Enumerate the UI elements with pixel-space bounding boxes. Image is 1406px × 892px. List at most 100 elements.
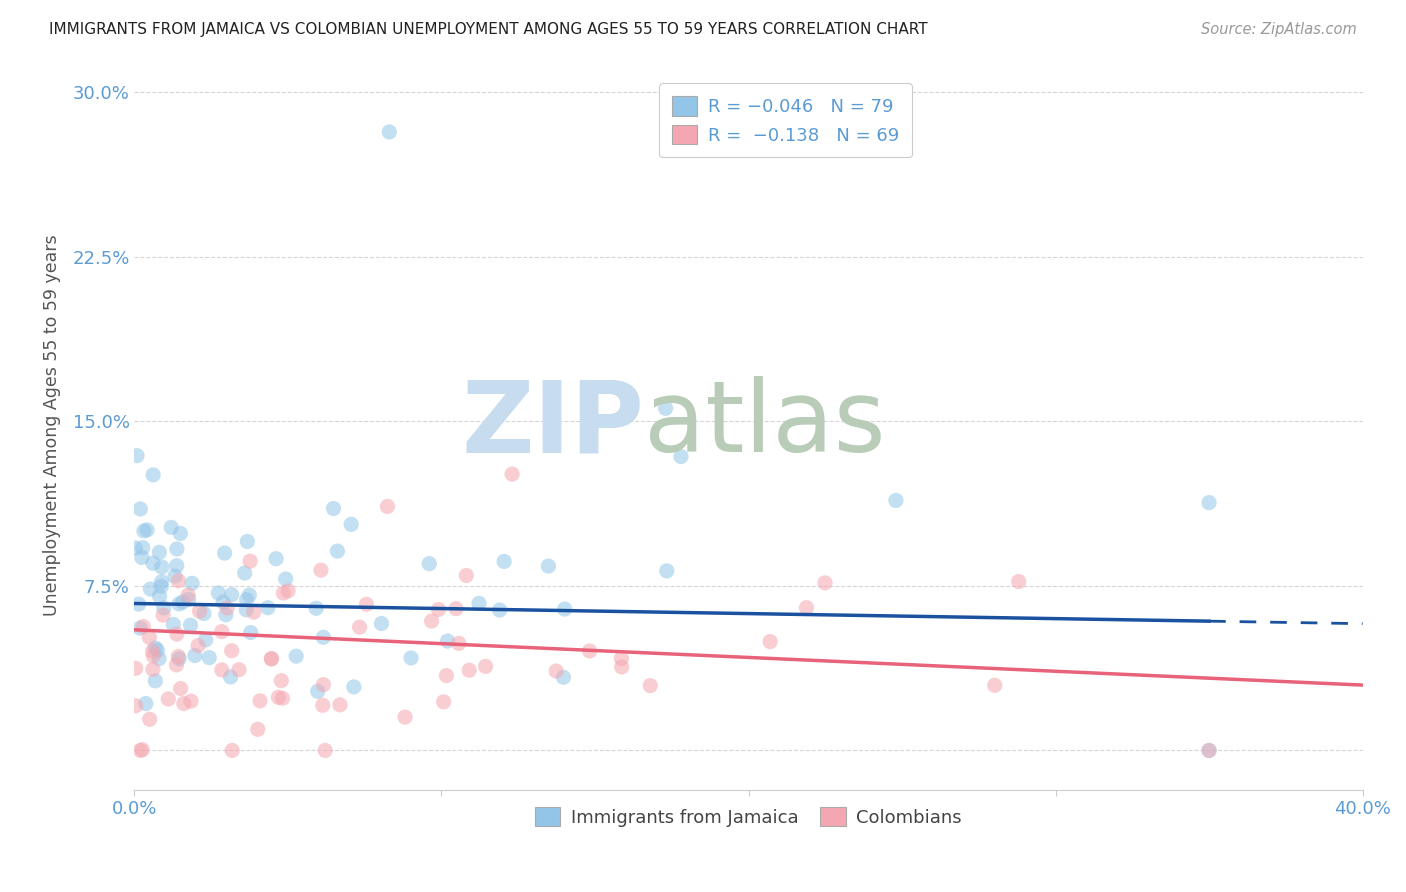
Point: [494, 554, 516, 568]
Point: [235, 592, 257, 607]
Point: [329, 698, 352, 712]
Point: [447, 636, 470, 650]
Point: [142, 644, 165, 658]
Point: [132, 619, 155, 633]
Point: [128, 597, 150, 611]
Point: [132, 541, 155, 555]
Y-axis label: Unemployment Among Ages 55 to 59 years: Unemployment Among Ages 55 to 59 years: [44, 234, 60, 615]
Point: [211, 663, 233, 677]
Point: [212, 595, 235, 609]
Point: [285, 649, 308, 664]
Point: [488, 603, 510, 617]
Point: [184, 648, 207, 663]
Point: [146, 643, 169, 657]
Point: [169, 526, 191, 541]
Point: [142, 467, 165, 482]
Point: [260, 652, 283, 666]
Point: [157, 692, 180, 706]
Point: [142, 648, 165, 663]
Point: [181, 576, 204, 591]
Point: [655, 564, 678, 578]
Point: [162, 617, 184, 632]
Point: [267, 690, 290, 705]
Point: [238, 588, 260, 602]
Point: [1008, 574, 1031, 589]
Point: [152, 600, 174, 615]
Point: [167, 574, 190, 588]
Point: [135, 697, 157, 711]
Point: [136, 523, 159, 537]
Point: [305, 601, 328, 615]
Point: [796, 600, 818, 615]
Point: [274, 572, 297, 586]
Point: [420, 614, 443, 628]
Point: [260, 651, 283, 665]
Point: [654, 401, 676, 416]
Point: [228, 663, 250, 677]
Point: [221, 743, 243, 757]
Point: [399, 651, 422, 665]
Point: [129, 743, 152, 757]
Point: [166, 627, 188, 641]
Point: [217, 601, 239, 615]
Text: ZIP: ZIP: [461, 376, 644, 474]
Point: [370, 616, 392, 631]
Point: [188, 604, 211, 618]
Point: [124, 698, 146, 713]
Point: [160, 520, 183, 534]
Point: [179, 618, 201, 632]
Point: [214, 546, 236, 560]
Point: [235, 603, 257, 617]
Point: [433, 695, 456, 709]
Point: [138, 631, 160, 645]
Point: [246, 723, 269, 737]
Point: [211, 624, 233, 639]
Point: [257, 600, 280, 615]
Point: [172, 595, 194, 609]
Point: [270, 673, 292, 688]
Point: [312, 678, 335, 692]
Point: [273, 586, 295, 600]
Point: [340, 517, 363, 532]
Point: [163, 569, 186, 583]
Point: [166, 558, 188, 573]
Text: IMMIGRANTS FROM JAMAICA VS COLOMBIAN UNEMPLOYMENT AMONG AGES 55 TO 59 YEARS CORR: IMMIGRANTS FROM JAMAICA VS COLOMBIAN UNE…: [49, 22, 928, 37]
Point: [187, 639, 209, 653]
Point: [131, 550, 153, 565]
Point: [132, 524, 155, 538]
Point: [221, 588, 243, 602]
Point: [143, 641, 166, 656]
Point: [312, 698, 335, 713]
Point: [215, 607, 238, 622]
Point: [177, 592, 200, 607]
Point: [307, 684, 329, 698]
Point: [501, 467, 523, 482]
Point: [436, 668, 458, 682]
Point: [124, 541, 146, 555]
Point: [326, 544, 349, 558]
Point: [814, 575, 837, 590]
Point: [167, 597, 190, 611]
Point: [394, 710, 416, 724]
Point: [150, 560, 173, 574]
Point: [239, 554, 262, 568]
Point: [148, 589, 170, 603]
Point: [152, 608, 174, 623]
Point: [142, 556, 165, 570]
Point: [198, 650, 221, 665]
Point: [180, 694, 202, 708]
Point: [242, 605, 264, 619]
Point: [1198, 495, 1220, 509]
Point: [129, 621, 152, 635]
Point: [150, 574, 173, 589]
Point: [271, 691, 294, 706]
Point: [468, 596, 491, 610]
Point: [537, 559, 560, 574]
Point: [219, 670, 242, 684]
Point: [165, 657, 187, 672]
Point: [610, 651, 633, 665]
Point: [377, 500, 399, 514]
Point: [148, 545, 170, 559]
Point: [233, 566, 256, 581]
Point: [349, 620, 371, 634]
